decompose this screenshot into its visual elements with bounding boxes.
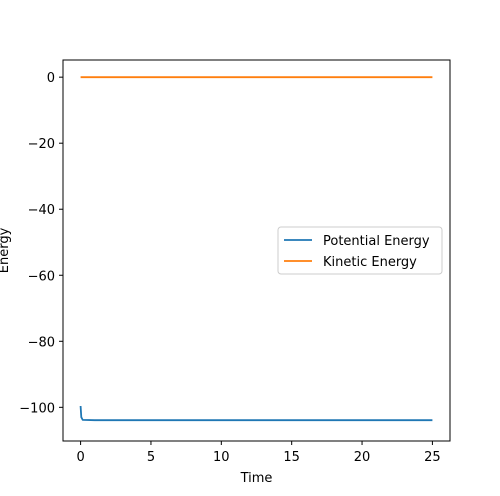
- legend-label: Potential Energy: [323, 234, 430, 249]
- y-tick-label: −80: [28, 335, 55, 350]
- y-tick-label: 0: [47, 71, 55, 86]
- x-axis-ticks: 0 5 10 15 20 25: [76, 441, 441, 465]
- x-axis-label: Time: [240, 471, 273, 486]
- x-tick-label: 20: [354, 450, 371, 465]
- x-tick-label: 15: [283, 450, 300, 465]
- x-tick-label: 0: [76, 450, 84, 465]
- legend-box: [277, 226, 443, 275]
- y-tick-label: −100: [19, 401, 55, 416]
- x-tick-label: 10: [213, 450, 230, 465]
- y-axis-ticks: 0 −20 −40 −60 −80 −100: [19, 71, 63, 416]
- x-tick-label: 5: [147, 450, 155, 465]
- y-tick-label: −40: [28, 203, 55, 218]
- plot-frame: [62, 59, 451, 442]
- x-tick-label: 25: [424, 450, 441, 465]
- y-tick-label: −20: [28, 137, 55, 152]
- y-tick-label: −60: [28, 269, 55, 284]
- legend: Potential Energy Kinetic Energy: [277, 226, 443, 275]
- y-axis-label: Energy: [0, 227, 12, 273]
- legend-label: Kinetic Energy: [323, 255, 417, 270]
- series-layer: [79, 76, 433, 422]
- series-line-0: [79, 405, 433, 422]
